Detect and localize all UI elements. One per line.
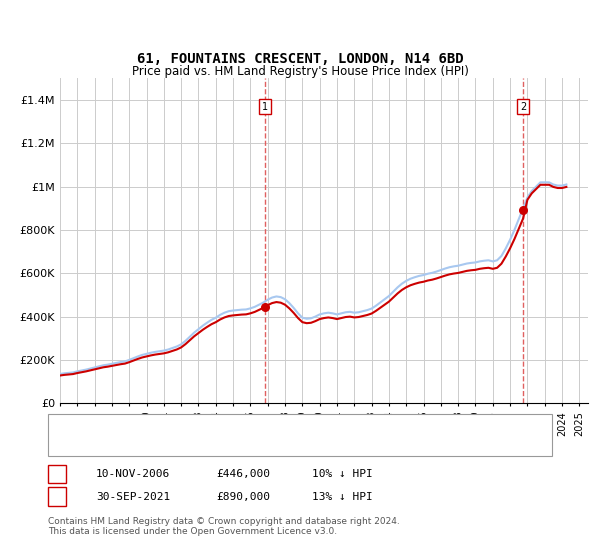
Text: 13% ↓ HPI: 13% ↓ HPI <box>312 492 373 502</box>
Text: 30-SEP-2021: 30-SEP-2021 <box>96 492 170 502</box>
Point <box>260 302 270 311</box>
Text: 10% ↓ HPI: 10% ↓ HPI <box>312 469 373 479</box>
Text: Price paid vs. HM Land Registry's House Price Index (HPI): Price paid vs. HM Land Registry's House … <box>131 65 469 78</box>
Text: 10-NOV-2006: 10-NOV-2006 <box>96 469 170 479</box>
Text: This data is licensed under the Open Government Licence v3.0.: This data is licensed under the Open Gov… <box>48 528 337 536</box>
Text: 61, FOUNTAINS CRESCENT, LONDON, N14 6BD: 61, FOUNTAINS CRESCENT, LONDON, N14 6BD <box>137 52 463 66</box>
Text: Contains HM Land Registry data © Crown copyright and database right 2024.: Contains HM Land Registry data © Crown c… <box>48 517 400 526</box>
Text: 1: 1 <box>53 469 61 479</box>
Text: £890,000: £890,000 <box>216 492 270 502</box>
Text: 61, FOUNTAINS CRESCENT, LONDON, N14 6BD (detached house): 61, FOUNTAINS CRESCENT, LONDON, N14 6BD … <box>102 421 439 431</box>
Text: HPI: Average price, detached house, Enfield: HPI: Average price, detached house, Enfi… <box>102 440 331 450</box>
Text: 2: 2 <box>520 101 526 111</box>
Point <box>518 206 528 215</box>
Text: 1: 1 <box>262 101 268 111</box>
Text: £446,000: £446,000 <box>216 469 270 479</box>
Text: 2: 2 <box>53 492 61 502</box>
